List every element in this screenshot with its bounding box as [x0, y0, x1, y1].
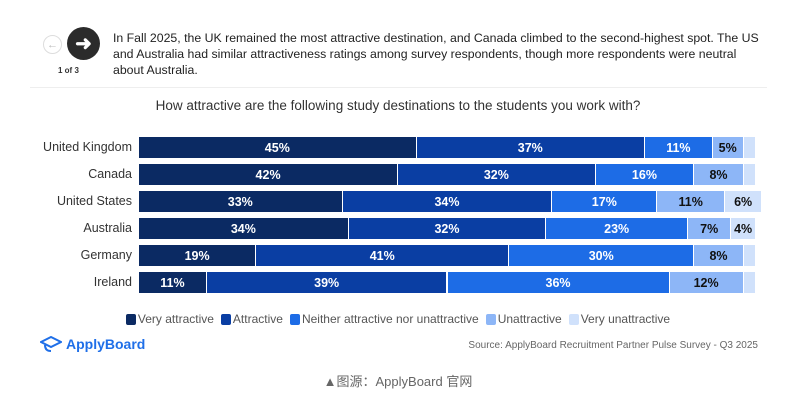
bar-segment: 12% [669, 272, 744, 293]
data-label: 11% [678, 194, 703, 209]
data-label: 33% [227, 194, 253, 209]
legend-item: Attractive [220, 312, 283, 326]
bar-segment: 11% [657, 191, 726, 212]
legend-item: Very unattractive [568, 312, 671, 326]
bar-segment [743, 137, 756, 158]
legend-item: Neither attractive nor unattractive [289, 312, 479, 326]
bar-segment: 8% [694, 164, 744, 185]
data-label: 42% [255, 167, 281, 182]
bar-segment [743, 245, 756, 266]
bar-segment: 11% [644, 137, 713, 158]
bar-segment: 32% [398, 164, 596, 185]
data-label: 17% [591, 194, 617, 209]
legend-swatch [125, 313, 136, 325]
legend-swatch [485, 313, 496, 325]
source-note: Source: ApplyBoard Recruitment Partner P… [468, 340, 758, 351]
bar-segment: 7% [688, 218, 732, 239]
bar-segment: 34% [139, 218, 349, 239]
arrow-right-icon[interactable]: ➜ [67, 27, 100, 60]
data-label: 30% [588, 248, 614, 263]
data-label: 23% [604, 221, 630, 236]
bar-segment: 6% [725, 191, 763, 212]
bar-segment: 11% [139, 272, 207, 293]
category-label: United States [56, 194, 132, 208]
legend-swatch [220, 313, 231, 325]
bar-segment: 19% [139, 245, 257, 266]
data-label: 37% [517, 140, 543, 155]
image-caption: ▲图源：ApplyBoard 官网 [323, 374, 473, 389]
data-label: 11% [666, 140, 691, 155]
category-label: Canada [88, 167, 132, 181]
bar-segment [743, 164, 756, 185]
legend-label: Neither attractive nor unattractive [301, 312, 479, 326]
bar-segment: 34% [342, 191, 553, 212]
category-label: Germany [80, 248, 132, 262]
data-label: 34% [230, 221, 256, 236]
data-label: 4% [734, 221, 753, 236]
bar-segment: 41% [256, 245, 510, 266]
legend-label: Very unattractive [580, 312, 671, 326]
legend-swatch [289, 313, 300, 325]
bar-segment: 16% [595, 164, 695, 185]
bar-segment: 5% [712, 137, 744, 158]
legend-item: Very attractive [125, 312, 214, 326]
category-label: Australia [83, 221, 132, 235]
arrow-left-icon[interactable]: ← [43, 35, 62, 54]
data-label: 36% [545, 275, 571, 290]
legend-swatch [568, 313, 579, 325]
bar-segment: 32% [348, 218, 547, 239]
data-label: 12% [693, 275, 719, 290]
chart-title: How attractive are the following study d… [155, 98, 641, 113]
applyboard-logo: ApplyBoard [40, 336, 145, 352]
bar-segment: 37% [416, 137, 645, 158]
category-label: Ireland [93, 275, 132, 289]
data-label: 34% [434, 194, 460, 209]
legend-label: Unattractive [497, 312, 562, 326]
data-label: 8% [709, 167, 728, 182]
data-label: 45% [264, 140, 290, 155]
bar-segment [743, 272, 756, 293]
data-label: 32% [434, 221, 460, 236]
logo-text: ApplyBoard [66, 336, 146, 352]
bar-segment: 36% [447, 272, 670, 293]
bar-segment: 39% [206, 272, 448, 293]
bar-segment: 17% [552, 191, 658, 212]
data-label: 11% [160, 275, 185, 290]
legend-label: Very attractive [137, 312, 214, 326]
bar-segment: 4% [731, 218, 756, 239]
bar-segment: 42% [139, 164, 399, 185]
pager: 1 of 3 [58, 66, 79, 75]
data-label: 16% [631, 167, 657, 182]
bar-segment: 8% [694, 245, 744, 266]
data-label: 8% [709, 248, 728, 263]
data-label: 41% [369, 248, 395, 263]
insight-text: In Fall 2025, the UK remained the most a… [113, 31, 759, 77]
data-label: 5% [718, 140, 737, 155]
category-label: United Kingdom [43, 140, 132, 154]
legend: Very attractive Attractive Neither attract… [0, 312, 796, 326]
bar-segment: 33% [139, 191, 343, 212]
data-label: 7% [700, 221, 719, 236]
legend-label: Attractive [232, 312, 283, 326]
legend-item: Unattractive [485, 312, 562, 326]
data-label: 32% [483, 167, 509, 182]
bar-segment: 45% [139, 137, 417, 158]
bar-segment: 30% [509, 245, 695, 266]
bar-segment: 23% [546, 218, 689, 239]
divider [30, 87, 767, 88]
data-label: 39% [314, 275, 340, 290]
data-label: 6% [734, 194, 753, 209]
graduation-cap-icon [40, 336, 62, 352]
data-label: 19% [184, 248, 210, 263]
